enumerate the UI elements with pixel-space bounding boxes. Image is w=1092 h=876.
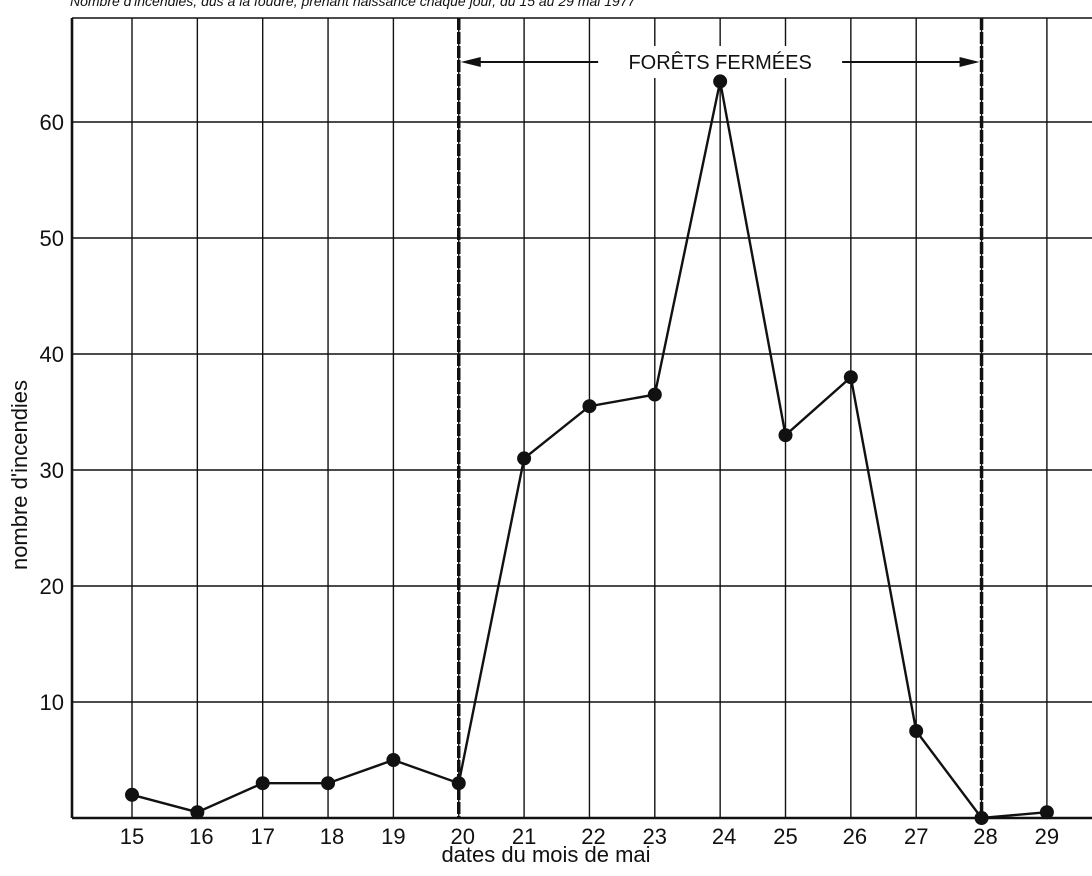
series-layer <box>125 74 1054 825</box>
x-tick-label: 27 <box>904 824 928 849</box>
y-tick-label: 40 <box>40 342 64 367</box>
y-tick-label: 50 <box>40 226 64 251</box>
data-point <box>909 724 924 738</box>
x-tick-label: 15 <box>120 824 144 849</box>
data-point <box>843 370 858 385</box>
data-point <box>386 753 401 767</box>
data-point <box>125 787 139 802</box>
y-tick-label: 30 <box>40 458 64 483</box>
x-tick-label: 24 <box>712 824 736 849</box>
x-tick-label: 22 <box>581 824 605 849</box>
y-tick-label: 10 <box>40 690 64 715</box>
x-tick-label: 28 <box>973 824 997 849</box>
data-point <box>647 387 662 402</box>
x-tick-label: 19 <box>381 824 405 849</box>
annotation-label: FORÊTS FERMÉES <box>628 51 811 74</box>
x-tick-label: 18 <box>320 824 344 849</box>
data-point <box>321 776 336 791</box>
data-point <box>582 399 597 414</box>
data-point <box>778 428 793 443</box>
y-tick-label: 20 <box>40 574 64 599</box>
annotation-arrowhead-right <box>959 57 980 67</box>
data-point <box>974 811 989 825</box>
x-tick-label: 23 <box>643 824 667 849</box>
annotation-label-background <box>598 46 843 78</box>
x-tick-label: 17 <box>250 824 274 849</box>
x-tick-label: 29 <box>1035 824 1059 849</box>
x-tick-label: 26 <box>843 824 867 849</box>
data-point <box>713 74 728 89</box>
data-point <box>517 451 532 466</box>
grid-layer <box>70 17 1092 820</box>
annotation-arrowhead-left <box>460 57 481 67</box>
y-tick-label: 60 <box>40 110 64 135</box>
x-tick-label: 21 <box>512 824 536 849</box>
data-point <box>451 776 466 791</box>
x-tick-label: 25 <box>773 824 797 849</box>
x-axis-label: dates du mois de mai <box>441 842 650 867</box>
data-point <box>1039 805 1054 820</box>
x-tick-label: 20 <box>451 824 475 849</box>
closure-markers: FORÊTS FERMÉES <box>457 18 984 818</box>
data-point <box>190 805 205 820</box>
tick-layer: 15 16 17 18 19 20 21 22 23 24 25 26 27 28 29 10 20 30 40 50… <box>40 110 1060 849</box>
chart-title: Nombre d'incendies, dus à la foudre, pre… <box>70 0 637 9</box>
x-tick-label: 16 <box>189 824 213 849</box>
data-point <box>255 776 270 791</box>
y-axis-label: nombre d'incendies <box>7 380 32 570</box>
